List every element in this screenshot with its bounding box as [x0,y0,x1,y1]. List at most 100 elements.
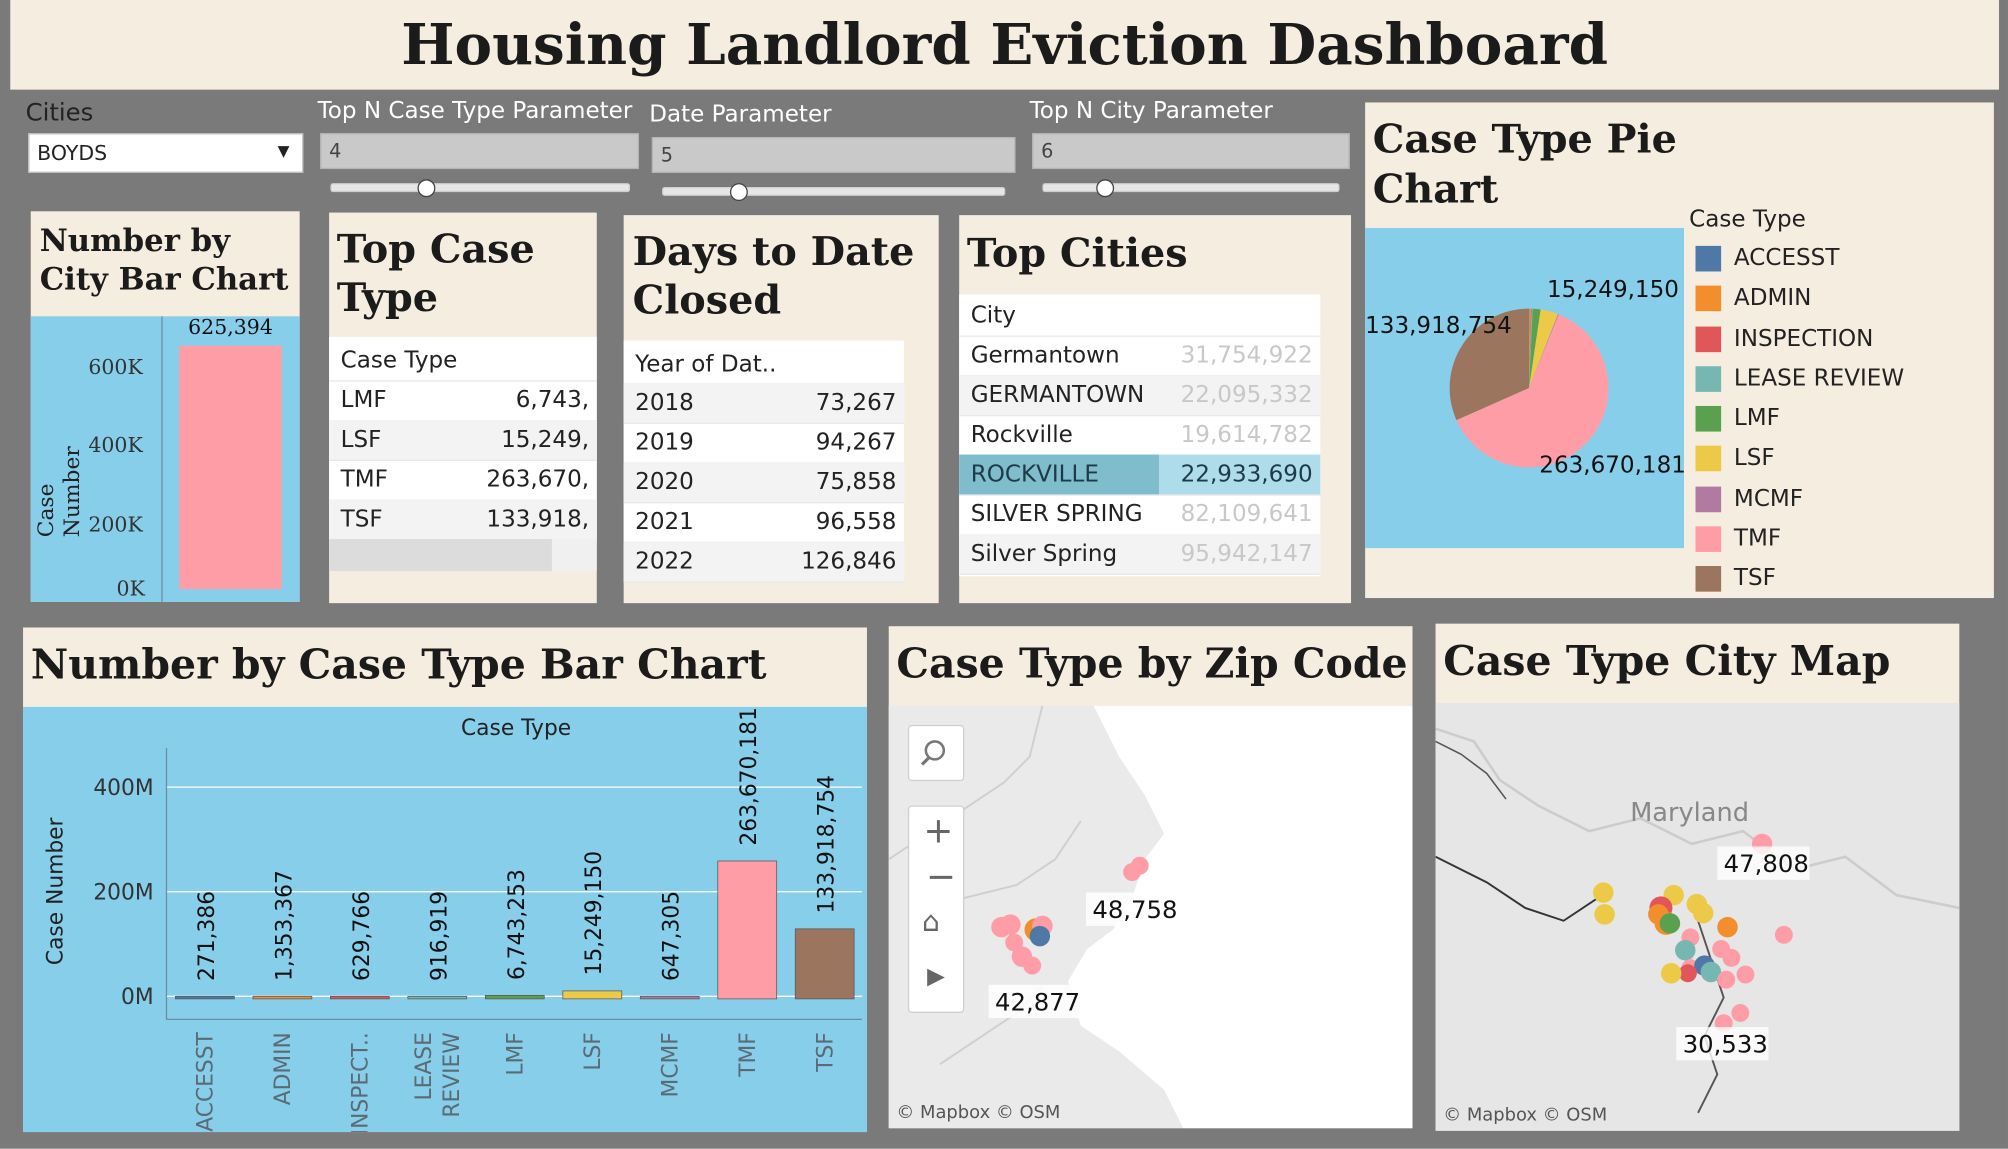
top-n-case-label: Top N Case Type Parameter [317,97,633,125]
cities-filter-label: Cities [25,98,94,127]
y-tick-200k: 200K [88,512,143,537]
search-icon [920,740,946,766]
top-n-case-slider-handle[interactable] [417,179,436,198]
pie-slice-lsf[interactable] [1529,309,1559,389]
city-bar-boyds[interactable] [179,346,282,590]
date-param-slider[interactable] [662,186,1006,196]
map-point-inspection[interactable] [1678,964,1697,983]
pie-slice-tsf[interactable] [1449,308,1530,421]
scrollbar-thumb[interactable] [329,539,552,572]
bar-accesst[interactable] [175,995,235,1000]
top-n-city-slider[interactable] [1042,183,1340,193]
play-icon[interactable]: ▶ [927,963,945,990]
map-label-bg [1717,846,1810,880]
map-point-tmf[interactable] [1722,948,1741,967]
bar-data-label: 916,919 [427,891,452,981]
x-tick-label: ACCESST [194,1031,219,1131]
map-point-tmf[interactable] [1774,925,1793,944]
zoom-in-icon[interactable]: + [923,809,954,852]
bar-tsf[interactable] [794,928,855,1000]
top-n-city-slider-handle[interactable] [1096,179,1115,198]
date-param-slider-handle[interactable] [729,183,748,202]
map-point-lsf[interactable] [1660,963,1682,984]
horizontal-scrollbar[interactable] [329,539,597,572]
state-border [1435,727,1960,910]
city-bar-panel: Number by City Bar Chart Case Number 600… [30,211,300,602]
bar-data-label: 6,743,253 [505,869,530,980]
pie-slice-lmf[interactable] [1529,308,1541,389]
map-point-accesst[interactable] [1029,925,1051,947]
table-row[interactable]: SILVER SPRING 82,109,641 [959,494,1321,536]
zoom-out-icon[interactable]: − [925,855,956,898]
bar-mcmf[interactable] [639,995,700,1000]
case-bar-title: Number by Case Type Bar Chart [30,640,767,689]
date-param-input[interactable]: 5 [651,137,1016,173]
table-row[interactable]: GERMANTOWN 22,095,332 [959,375,1321,417]
bar-inspection[interactable] [330,995,390,1000]
pie-slice-inspection[interactable] [1529,308,1532,389]
table-row[interactable]: Rockville 19,614,782 [959,415,1321,456]
days-closed-title: Days to Date Closed [633,228,915,325]
y-tick-label: 200M [93,880,153,905]
pie-label-tmf: 263,670,181 [1539,453,1684,479]
zip-map[interactable]: 48,758 42,877 © Mapbox © OSM + − ⌂ ▶ [888,705,1413,1129]
map-point-lsf[interactable] [1593,882,1614,903]
pie-slice-mcmf[interactable] [1529,314,1559,389]
table-row[interactable]: 2018 73,267 [623,382,905,424]
top-cities-title: Top Cities [966,230,1188,277]
table-row[interactable]: 2021 96,558 [623,502,905,543]
bar-tmf[interactable] [717,860,778,1000]
map-point-tmf[interactable] [1731,1003,1750,1022]
table-row[interactable]: 2019 94,267 [623,423,905,464]
table-row[interactable]: 2020 75,858 [623,462,905,504]
case-bar-panel: Number by Case Type Bar Chart Case Type … [23,627,867,1135]
map-point-admin[interactable] [1717,916,1738,938]
map-search-button[interactable] [907,724,965,782]
table-row[interactable]: LMF 6,743, [329,380,597,422]
days-closed-title-line1: Days to Date [632,229,915,276]
map-point-lsf[interactable] [1594,904,1615,925]
pie-slice-admin[interactable] [1529,308,1531,389]
pie-slice-lease-review[interactable] [1529,308,1533,389]
map-point-tmf[interactable] [991,916,1012,938]
table-row[interactable]: TMF 263,670, [329,460,597,501]
pie-slice-tmf[interactable] [1456,314,1609,468]
x-tick-label: INSPECT.. [349,1032,374,1132]
top-n-case-slider[interactable] [330,183,631,193]
table-row[interactable]: 2022 126,846 [623,541,905,583]
cities-dropdown[interactable]: BOYDS ▼ [28,133,304,173]
top-n-city-input[interactable]: 6 [1032,133,1350,170]
top-n-case-input[interactable]: 4 [320,133,640,170]
city-bar-plot: Case Number 600K 400K 200K 0K 625,394 [30,316,300,602]
map-point-tmf[interactable] [1130,856,1149,875]
map-point-lsf[interactable] [1692,902,1714,924]
city-bar-title-line2: City Bar Chart [39,259,289,298]
table-row[interactable]: TSF 133,918, [329,499,597,541]
pie-title-line2: Chart [1372,166,1499,213]
map-point-tmf[interactable] [1023,956,1042,975]
x-tick-label: TSF [813,1032,838,1073]
days-closed-title-line2: Closed [632,277,782,324]
city-map[interactable]: Maryland [1435,703,1960,1131]
map-point-lease-review[interactable] [1675,939,1696,961]
zip-map-title: Case Type by Zip Code [896,639,1408,688]
map-point-tmf[interactable] [1717,970,1736,989]
chevron-down-icon: ▼ [277,142,290,161]
y-tick-label: 0M [121,985,154,1010]
zip-map-canvas: 48,758 42,877 © Mapbox © OSM [888,705,1413,1129]
table-row[interactable]: Germantown 31,754,922 [959,336,1321,377]
x-tick-label: MCMF [658,1032,683,1097]
table-row[interactable]: LSF 15,249, [329,420,597,462]
bar-admin[interactable] [252,995,313,1000]
table-row[interactable]: Silver Spring 95,942,147 [959,534,1321,575]
map-point-tmf[interactable] [1005,933,1024,952]
table-row-selected[interactable]: ROCKVILLE 22,933,690 [959,454,1321,496]
map-point-tmf[interactable] [1736,965,1755,984]
map-point-lmf[interactable] [1659,913,1681,934]
map-point-lease-review[interactable] [1700,961,1722,983]
home-icon[interactable]: ⌂ [922,906,940,939]
bar-lsf[interactable] [562,990,623,1000]
zip-map-label-b: 42,877 [995,987,1080,1016]
bar-lease-review[interactable] [407,995,468,1000]
bar-lmf[interactable] [484,994,545,1000]
